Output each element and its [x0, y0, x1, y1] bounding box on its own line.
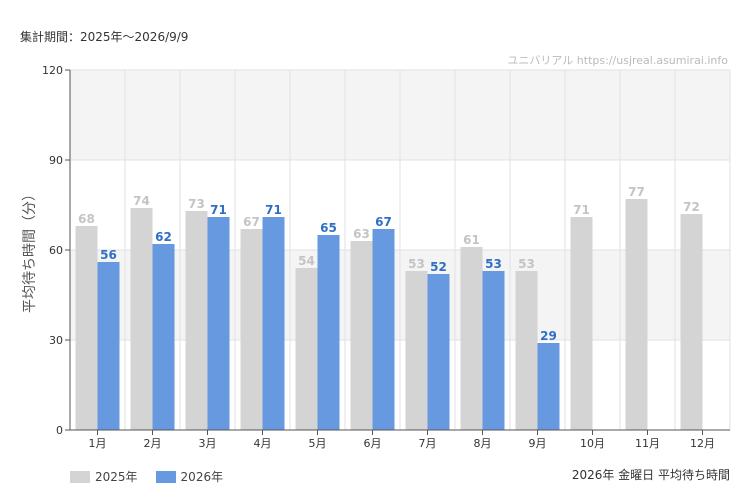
bar-2026-4[interactable]: [262, 217, 285, 430]
data-label-2025-9: 53: [518, 257, 535, 271]
data-label-2025-10: 71: [573, 203, 590, 217]
data-label-2025-2: 74: [133, 194, 150, 208]
bar-2025-12[interactable]: [680, 214, 703, 430]
bar-2026-9[interactable]: [537, 343, 560, 430]
bar-2026-7[interactable]: [427, 274, 450, 430]
legend-label-2025: 2025年: [95, 470, 138, 484]
data-label-2025-4: 67: [243, 215, 260, 229]
bar-2026-3[interactable]: [207, 217, 230, 430]
data-label-2025-11: 77: [628, 185, 645, 199]
data-label-2025-12: 72: [683, 200, 700, 214]
bar-2025-5[interactable]: [295, 268, 318, 430]
data-label-2026-7: 52: [430, 260, 447, 274]
x-tick-label: 6月: [364, 437, 382, 450]
bar-2026-6[interactable]: [372, 229, 395, 430]
x-tick-label: 11月: [635, 437, 660, 450]
x-tick-label: 9月: [529, 437, 547, 450]
bar-2026-1[interactable]: [97, 262, 120, 430]
bar-2025-7[interactable]: [405, 271, 428, 430]
data-label-2026-5: 65: [320, 221, 337, 235]
data-label-2026-8: 53: [485, 257, 502, 271]
y-tick-label: 90: [49, 154, 63, 167]
data-label-2026-6: 67: [375, 215, 392, 229]
y-tick-label: 30: [49, 334, 63, 347]
x-tick-label: 2月: [144, 437, 162, 450]
data-label-2025-1: 68: [78, 212, 95, 226]
bar-2026-8[interactable]: [482, 271, 505, 430]
bar-2025-10[interactable]: [570, 217, 593, 430]
bar-2025-11[interactable]: [625, 199, 648, 430]
x-tick-label: 4月: [254, 437, 272, 450]
bar-2025-2[interactable]: [130, 208, 153, 430]
legend-swatch-2025: [70, 470, 90, 483]
x-tick-label: 1月: [89, 437, 107, 450]
data-label-2025-8: 61: [463, 233, 480, 247]
bar-2025-3[interactable]: [185, 211, 208, 430]
data-label-2025-5: 54: [298, 254, 315, 268]
data-label-2025-3: 73: [188, 197, 205, 211]
period-label: 集計期間：2025年〜2026/9/9: [20, 30, 189, 44]
x-tick-label: 7月: [419, 437, 437, 450]
data-label-2025-7: 53: [408, 257, 425, 271]
legend-item-2026[interactable]: 2026年: [155, 468, 224, 485]
x-tick-label: 10月: [580, 437, 605, 450]
data-label-2026-4: 71: [265, 203, 282, 217]
x-tick-label: 8月: [474, 437, 492, 450]
watermark-text: ユニバリアル https://usjreal.asumirai.info: [507, 54, 728, 67]
bar-2026-5[interactable]: [317, 235, 340, 430]
y-tick-label: 60: [49, 244, 63, 257]
y-axis-label: 平均待ち時間（分）: [22, 187, 38, 313]
y-tick-label: 0: [56, 424, 63, 437]
bar-2025-6[interactable]: [350, 241, 373, 430]
data-label-2025-6: 63: [353, 227, 370, 241]
x-tick-label: 12月: [690, 437, 715, 450]
legend: 2025年 2026年: [70, 468, 241, 485]
data-label-2026-3: 71: [210, 203, 227, 217]
x-tick-label: 5月: [309, 437, 327, 450]
y-tick-label: 120: [42, 64, 63, 77]
legend-label-2026: 2026年: [180, 470, 224, 484]
bar-2025-9[interactable]: [515, 271, 538, 430]
bar-2025-8[interactable]: [460, 247, 483, 430]
chart-caption: 2026年 金曜日 平均待ち時間: [571, 468, 730, 482]
data-label-2026-9: 29: [540, 329, 557, 343]
legend-swatch-2026: [155, 470, 176, 483]
data-label-2026-2: 62: [155, 230, 172, 244]
x-tick-label: 3月: [199, 437, 217, 450]
data-label-2026-1: 56: [100, 248, 117, 262]
bar-2026-2[interactable]: [152, 244, 175, 430]
bar-2025-4[interactable]: [240, 229, 263, 430]
legend-item-2025[interactable]: 2025年: [70, 468, 138, 485]
bar-2025-1[interactable]: [75, 226, 98, 430]
